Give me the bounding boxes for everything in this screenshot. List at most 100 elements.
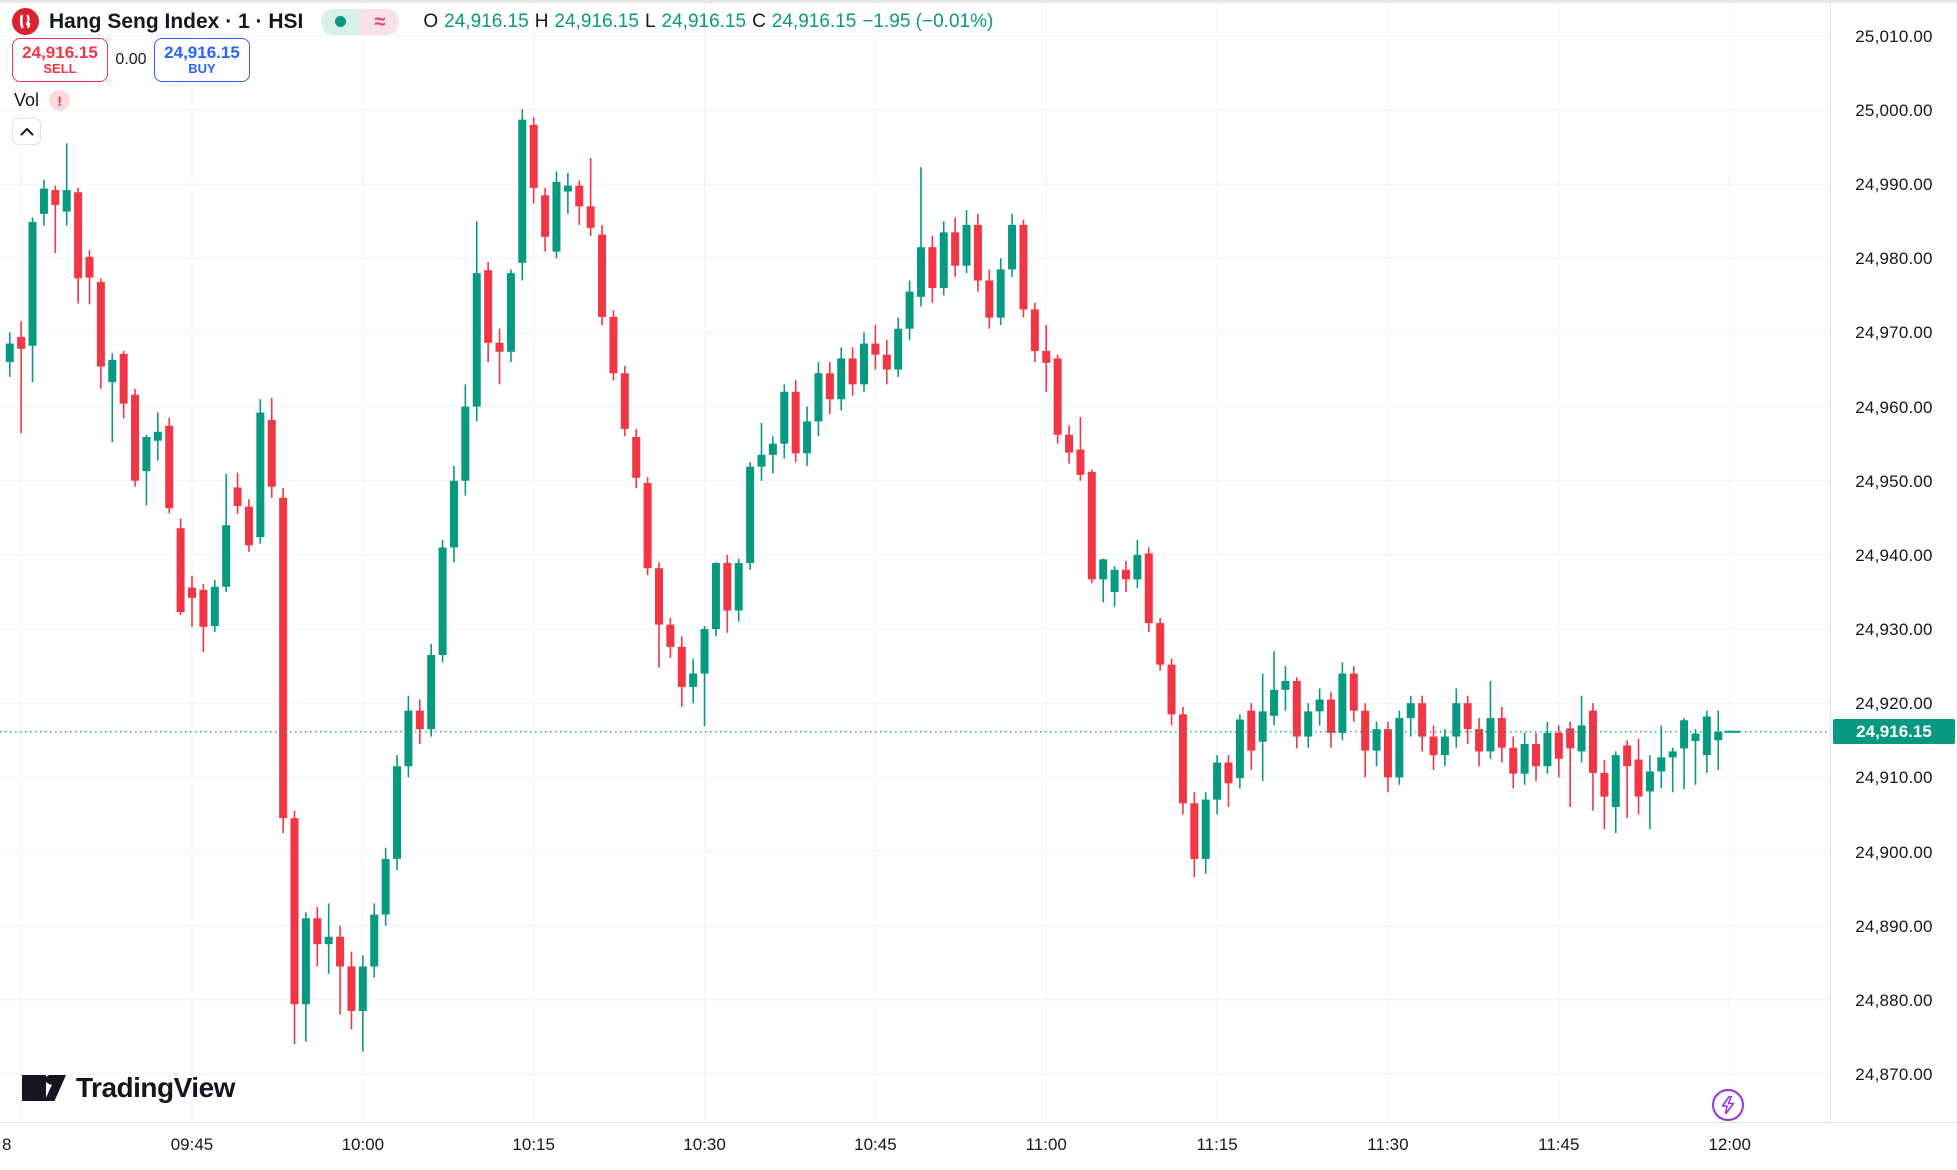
candle[interactable] — [962, 224, 971, 266]
candle[interactable] — [427, 655, 436, 730]
volume-warning-icon[interactable]: ! — [49, 90, 71, 111]
candle[interactable] — [233, 487, 242, 506]
candle[interactable] — [1657, 757, 1666, 772]
candle[interactable] — [1691, 733, 1700, 742]
candle[interactable] — [472, 273, 481, 407]
candle[interactable] — [313, 918, 322, 945]
candle[interactable] — [757, 454, 766, 467]
candle[interactable] — [279, 497, 288, 819]
candle[interactable] — [415, 710, 424, 730]
price-axis[interactable]: 24,916.15 24,870.00 24,880.00 24,890.00 24,… — [1830, 3, 1957, 1122]
candle[interactable] — [1383, 729, 1392, 778]
candle[interactable] — [973, 224, 982, 281]
candle[interactable] — [632, 437, 641, 478]
candle[interactable] — [461, 406, 470, 481]
candle[interactable] — [336, 936, 345, 967]
candle[interactable] — [1497, 718, 1506, 748]
candle[interactable] — [711, 563, 720, 630]
candle[interactable] — [1270, 689, 1279, 716]
candle[interactable] — [1452, 703, 1461, 737]
candle[interactable] — [1281, 680, 1290, 690]
candle[interactable] — [1361, 710, 1370, 751]
candle[interactable] — [575, 185, 584, 207]
candle[interactable] — [541, 195, 550, 237]
candle[interactable] — [1463, 703, 1472, 730]
candle[interactable] — [1577, 725, 1586, 752]
candle[interactable] — [119, 353, 128, 404]
candle[interactable] — [1304, 711, 1313, 737]
candle[interactable] — [1702, 716, 1711, 756]
candle[interactable] — [1714, 731, 1723, 741]
candle[interactable] — [746, 466, 755, 564]
candle[interactable] — [62, 190, 71, 212]
candle[interactable] — [1588, 710, 1597, 773]
candle[interactable] — [301, 918, 310, 1005]
market-status-dot-pill[interactable] — [321, 8, 361, 35]
candle[interactable] — [1372, 729, 1381, 751]
candle[interactable] — [1201, 799, 1210, 859]
candle[interactable] — [1110, 569, 1119, 592]
candle[interactable] — [51, 190, 60, 205]
candle[interactable] — [1156, 623, 1165, 665]
candle[interactable] — [643, 482, 652, 569]
candle[interactable] — [153, 431, 162, 441]
candle[interactable] — [1178, 714, 1187, 804]
candle[interactable] — [1224, 762, 1233, 784]
candle[interactable] — [1680, 720, 1689, 749]
candle[interactable] — [916, 247, 925, 297]
candle[interactable] — [620, 373, 629, 429]
candle[interactable] — [1087, 471, 1096, 580]
candle[interactable] — [1600, 772, 1609, 797]
sell-button[interactable]: 24,916.15 SELL — [12, 38, 108, 82]
candle[interactable] — [142, 437, 151, 472]
candle[interactable] — [381, 858, 390, 915]
candle[interactable] — [1258, 711, 1267, 742]
candle[interactable] — [244, 506, 253, 546]
candle[interactable] — [1019, 224, 1028, 310]
market-status-pills[interactable]: ≈ — [321, 8, 400, 35]
volume-indicator-label[interactable]: Vol — [14, 90, 40, 110]
candle[interactable] — [939, 232, 948, 288]
candle[interactable] — [1406, 703, 1415, 719]
candle[interactable] — [814, 373, 823, 422]
tradingview-logo[interactable]: TradingView — [22, 1072, 235, 1104]
candle[interactable] — [1634, 759, 1643, 797]
candle[interactable] — [290, 818, 299, 1005]
candle[interactable] — [1315, 699, 1324, 712]
candle[interactable] — [1190, 803, 1199, 859]
candle[interactable] — [1645, 771, 1654, 792]
delayed-data-pill[interactable]: ≈ — [360, 8, 400, 35]
candle[interactable] — [734, 563, 743, 611]
candle[interactable] — [1065, 434, 1074, 453]
buy-button[interactable]: 24,916.15 BUY — [154, 38, 250, 82]
candle[interactable] — [768, 443, 777, 455]
candle[interactable] — [677, 646, 686, 687]
candle[interactable] — [495, 342, 504, 352]
candle[interactable] — [723, 563, 732, 611]
candle[interactable] — [1486, 718, 1495, 752]
candle[interactable] — [1543, 732, 1552, 767]
candle[interactable] — [1144, 553, 1153, 624]
candle[interactable] — [1668, 751, 1677, 758]
candle[interactable] — [837, 358, 846, 400]
candle[interactable] — [484, 270, 493, 343]
candle[interactable] — [598, 234, 607, 317]
candle[interactable] — [1292, 680, 1301, 737]
symbol-title[interactable]: Hang Seng Index · 1 · HSI — [49, 9, 304, 33]
candle[interactable] — [1121, 569, 1130, 580]
candle[interactable] — [780, 391, 789, 444]
candle[interactable] — [1395, 718, 1404, 778]
candle[interactable] — [882, 354, 891, 370]
candle[interactable] — [1509, 747, 1518, 774]
lightning-button[interactable] — [1712, 1089, 1744, 1121]
candle[interactable] — [1554, 732, 1563, 759]
candle[interactable] — [609, 316, 618, 374]
candle[interactable] — [586, 206, 595, 228]
candle[interactable] — [871, 343, 880, 355]
candle[interactable] — [1338, 673, 1347, 733]
candle[interactable] — [1349, 673, 1358, 711]
candle[interactable] — [1235, 719, 1244, 779]
candle[interactable] — [1099, 559, 1108, 580]
candle[interactable] — [1008, 224, 1017, 270]
candle[interactable] — [803, 421, 812, 454]
